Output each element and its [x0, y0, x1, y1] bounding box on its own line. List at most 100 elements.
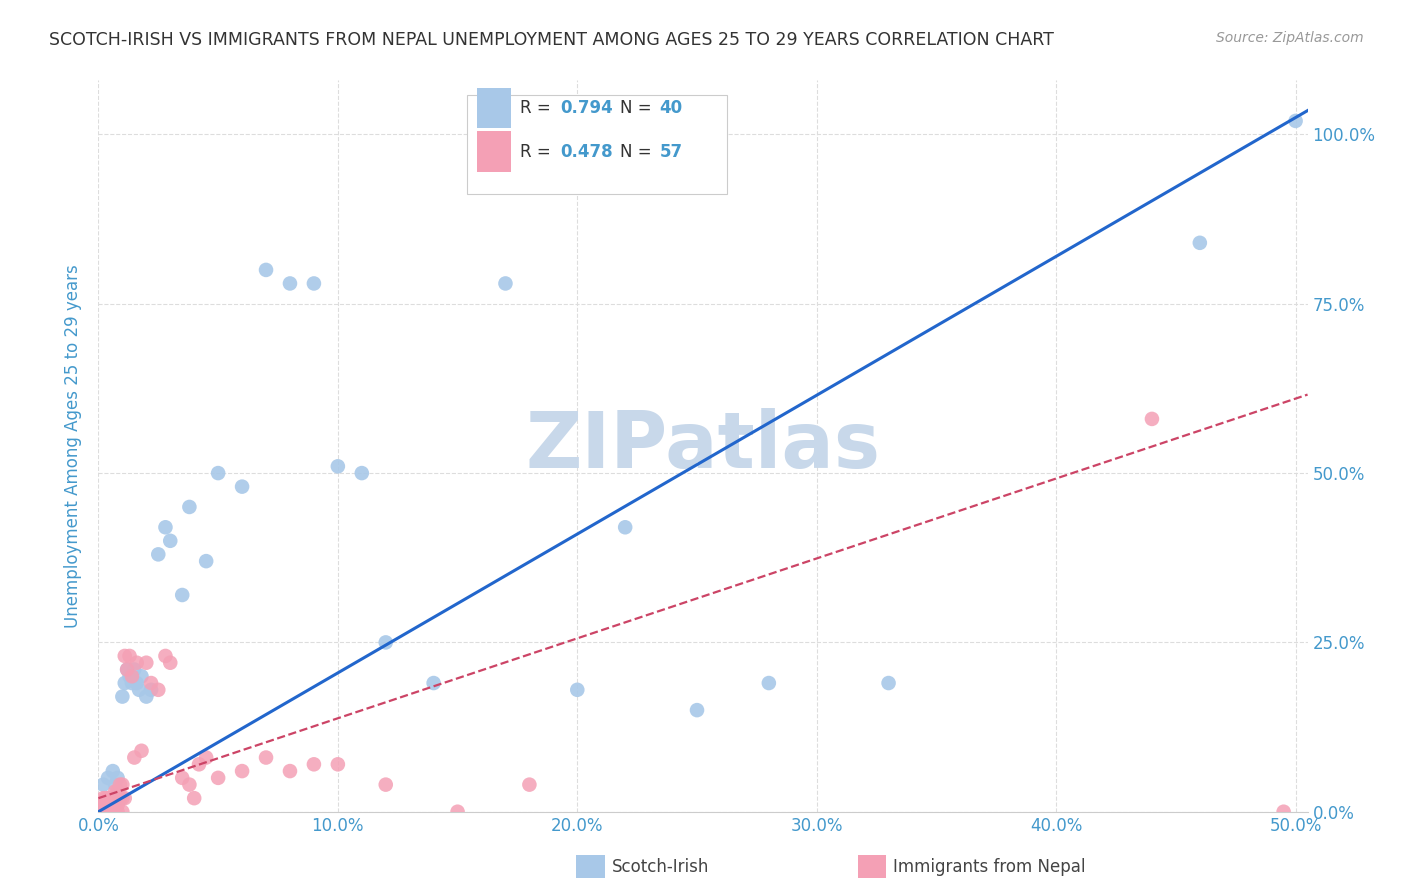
Point: [104, 778, 127, 792]
Point: [207, 466, 229, 480]
Point: [97, 797, 120, 812]
Point: [326, 459, 349, 474]
Point: [91, 805, 114, 819]
Point: [159, 533, 181, 548]
Point: [121, 669, 143, 683]
Point: [135, 656, 157, 670]
Point: [422, 676, 444, 690]
Text: Source: ZipAtlas.com: Source: ZipAtlas.com: [1216, 31, 1364, 45]
Point: [94, 791, 117, 805]
Point: [135, 690, 157, 704]
Text: N =: N =: [620, 99, 657, 117]
Point: [108, 791, 131, 805]
Point: [128, 682, 150, 697]
Point: [100, 791, 122, 805]
Point: [97, 771, 120, 785]
Text: R =: R =: [520, 143, 557, 161]
Point: [195, 554, 218, 568]
Point: [94, 797, 117, 812]
Point: [1284, 114, 1306, 128]
Point: [302, 277, 325, 291]
Point: [97, 805, 120, 819]
Point: [1188, 235, 1211, 250]
Text: 0.478: 0.478: [561, 143, 613, 161]
Point: [278, 277, 301, 291]
Point: [91, 778, 114, 792]
Point: [567, 682, 589, 697]
Point: [107, 784, 129, 798]
Point: [101, 805, 124, 819]
FancyBboxPatch shape: [467, 95, 727, 194]
Point: [114, 791, 136, 805]
Point: [1140, 412, 1163, 426]
FancyBboxPatch shape: [477, 87, 510, 128]
Text: SCOTCH-IRISH VS IMMIGRANTS FROM NEPAL UNEMPLOYMENT AMONG AGES 25 TO 29 YEARS COR: SCOTCH-IRISH VS IMMIGRANTS FROM NEPAL UN…: [49, 31, 1054, 49]
Point: [101, 791, 124, 805]
Text: 0.794: 0.794: [561, 99, 613, 117]
Point: [111, 791, 134, 805]
Point: [519, 778, 541, 792]
Point: [100, 805, 122, 819]
Point: [100, 797, 122, 812]
Point: [1272, 805, 1295, 819]
Point: [115, 663, 138, 677]
Point: [104, 797, 127, 812]
Text: ZIPatlas: ZIPatlas: [526, 408, 880, 484]
Point: [111, 690, 134, 704]
Point: [97, 791, 120, 805]
Point: [686, 703, 709, 717]
Point: [107, 805, 129, 819]
Point: [231, 764, 253, 778]
Point: [91, 797, 114, 812]
Point: [101, 764, 124, 778]
Point: [179, 778, 201, 792]
Point: [159, 656, 181, 670]
Point: [104, 784, 127, 798]
Point: [148, 682, 170, 697]
Point: [111, 778, 134, 792]
Point: [207, 771, 229, 785]
Point: [111, 805, 134, 819]
Point: [148, 547, 170, 561]
Point: [107, 797, 129, 812]
Point: [155, 520, 177, 534]
Point: [125, 676, 148, 690]
Point: [114, 648, 136, 663]
Point: [124, 750, 146, 764]
Point: [254, 750, 277, 764]
Point: [172, 771, 194, 785]
Text: Scotch-Irish: Scotch-Irish: [612, 858, 709, 876]
Point: [446, 805, 468, 819]
Point: [188, 757, 211, 772]
Point: [91, 791, 114, 805]
Point: [104, 791, 127, 805]
Point: [350, 466, 373, 480]
Point: [326, 757, 349, 772]
Point: [183, 791, 205, 805]
Point: [179, 500, 201, 514]
Point: [758, 676, 780, 690]
Point: [139, 682, 162, 697]
Point: [131, 669, 153, 683]
Point: [614, 520, 637, 534]
Point: [374, 778, 396, 792]
Point: [90, 805, 112, 819]
Point: [108, 791, 131, 805]
Point: [155, 648, 177, 663]
Point: [278, 764, 301, 778]
Point: [302, 757, 325, 772]
Point: [108, 778, 131, 792]
Text: 57: 57: [659, 143, 682, 161]
Point: [172, 588, 194, 602]
Point: [107, 771, 129, 785]
Point: [118, 669, 141, 683]
Point: [195, 750, 218, 764]
Point: [495, 277, 517, 291]
Point: [114, 676, 136, 690]
FancyBboxPatch shape: [477, 131, 510, 171]
Text: 40: 40: [659, 99, 682, 117]
Point: [131, 744, 153, 758]
Point: [101, 797, 124, 812]
Point: [254, 263, 277, 277]
Point: [877, 676, 900, 690]
